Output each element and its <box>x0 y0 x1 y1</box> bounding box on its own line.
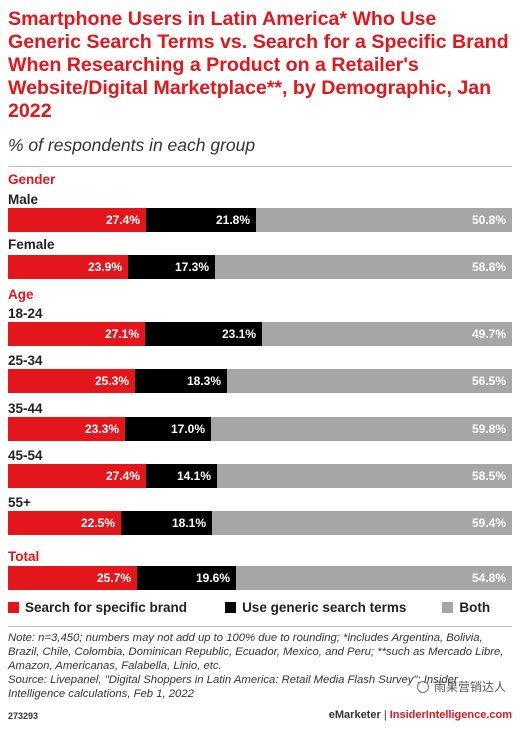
bar-segment-black: 14.1% <box>146 464 217 488</box>
bar-segment-red: 23.9% <box>8 255 128 279</box>
bar-segment-gray: 58.8% <box>215 255 512 279</box>
bar-segment-black: 17.0% <box>125 417 211 441</box>
legend-item-both: Both <box>442 600 490 615</box>
data-label: 18.3% <box>186 374 221 388</box>
data-label: 22.5% <box>80 516 115 530</box>
data-label: 21.8% <box>215 213 250 227</box>
legend-label: Use generic search terms <box>242 600 407 615</box>
note-text: Note: n=3,450; numbers may not add up to… <box>8 632 504 672</box>
chart-legend: Search for specific brand Use generic se… <box>8 600 510 615</box>
bar-segment-red: 27.4% <box>8 208 146 232</box>
legend-label: Search for specific brand <box>25 600 188 615</box>
data-label: 56.5% <box>471 374 506 388</box>
data-label: 50.8% <box>471 213 506 227</box>
data-label: 14.1% <box>176 469 211 483</box>
group-label: Gender <box>8 172 56 187</box>
data-label: 17.0% <box>170 422 205 436</box>
data-label: 23.1% <box>221 327 256 341</box>
watermark: 雨果营销达人 <box>416 678 506 695</box>
divider-bottom <box>8 626 512 627</box>
stacked-bar: 27.4% 21.8% 50.8% <box>8 208 512 232</box>
row-label: 25-34 <box>8 353 43 368</box>
bar-segment-gray: 50.8% <box>256 208 512 232</box>
bar-segment-gray: 54.8% <box>236 566 512 590</box>
chart-subtitle: % of respondents in each group <box>8 135 256 155</box>
group-label: Total <box>8 549 40 564</box>
data-label: 17.3% <box>174 260 209 274</box>
data-label: 27.4% <box>105 213 140 227</box>
bar-segment-black: 18.3% <box>135 369 227 393</box>
chart-title: Smartphone Users in Latin America* Who U… <box>8 8 509 122</box>
stacked-bar: 27.1% 23.1% 49.7% <box>8 322 512 346</box>
row-label: 55+ <box>8 495 31 510</box>
bar-segment-black: 21.8% <box>146 208 256 232</box>
brand-name: eMarketer <box>328 709 381 721</box>
bar-segment-red: 27.1% <box>8 322 145 346</box>
bar-segment-red: 23.3% <box>8 417 125 441</box>
row-label: 18-24 <box>8 306 43 321</box>
data-label: 49.7% <box>471 327 506 341</box>
row-label: Female <box>8 237 55 252</box>
data-label: 58.5% <box>471 469 506 483</box>
bar-segment-gray: 59.4% <box>212 511 512 535</box>
chart-id: 273293 <box>8 711 39 721</box>
bar-segment-red: 27.4% <box>8 464 146 488</box>
stacked-bar: 25.7% 19.6% 54.8% <box>8 566 512 590</box>
bar-segment-gray: 49.7% <box>262 322 512 346</box>
bar-segment-red: 25.3% <box>8 369 135 393</box>
watermark-text: 雨果营销达人 <box>433 680 506 694</box>
source-text: Source: Livepanel, "Digital Shoppers in … <box>8 674 458 700</box>
divider-top <box>8 166 512 167</box>
data-label: 27.1% <box>104 327 139 341</box>
bar-segment-red: 25.7% <box>8 566 137 590</box>
legend-item-brand: Search for specific brand <box>8 600 187 615</box>
data-label: 59.4% <box>471 516 506 530</box>
data-label: 23.9% <box>87 260 122 274</box>
chart-notes: Note: n=3,450; numbers may not add up to… <box>8 631 513 701</box>
row-label: 35-44 <box>8 401 43 416</box>
legend-item-generic: Use generic search terms <box>225 600 406 615</box>
footer-brand: eMarketer | InsiderIntelligence.com <box>329 709 512 721</box>
legend-swatch-gray <box>442 602 454 613</box>
bar-segment-gray: 58.5% <box>217 464 512 488</box>
legend-swatch-black <box>225 602 237 613</box>
bar-segment-gray: 59.8% <box>211 417 512 441</box>
data-label: 23.3% <box>84 422 119 436</box>
data-label: 54.8% <box>471 571 506 585</box>
brand-site: InsiderIntelligence.com <box>389 709 512 721</box>
stacked-bar: 22.5% 18.1% 59.4% <box>8 511 512 535</box>
data-label: 27.4% <box>105 469 140 483</box>
legend-label: Both <box>459 600 491 615</box>
wechat-icon <box>416 680 429 693</box>
stacked-bar: 27.4% 14.1% 58.5% <box>8 464 512 488</box>
bar-segment-gray: 56.5% <box>227 369 512 393</box>
data-label: 25.3% <box>94 374 129 388</box>
bar-segment-black: 17.3% <box>128 255 215 279</box>
data-label: 25.7% <box>96 571 131 585</box>
stacked-bar: 25.3% 18.3% 56.5% <box>8 369 512 393</box>
data-label: 18.1% <box>171 516 206 530</box>
data-label: 59.8% <box>471 422 506 436</box>
bar-segment-black: 23.1% <box>145 322 262 346</box>
bar-segment-red: 22.5% <box>8 511 121 535</box>
legend-swatch-red <box>8 602 19 613</box>
stacked-bar: 23.9% 17.3% 58.8% <box>8 255 512 279</box>
data-label: 19.6% <box>195 571 230 585</box>
data-label: 58.8% <box>471 260 506 274</box>
group-label: Age <box>8 287 34 302</box>
brand-separator: | <box>383 709 387 721</box>
row-label: Male <box>8 192 39 207</box>
stacked-bar: 23.3% 17.0% 59.8% <box>8 417 512 441</box>
bar-segment-black: 19.6% <box>137 566 236 590</box>
bar-segment-black: 18.1% <box>121 511 212 535</box>
row-label: 45-54 <box>8 448 43 463</box>
